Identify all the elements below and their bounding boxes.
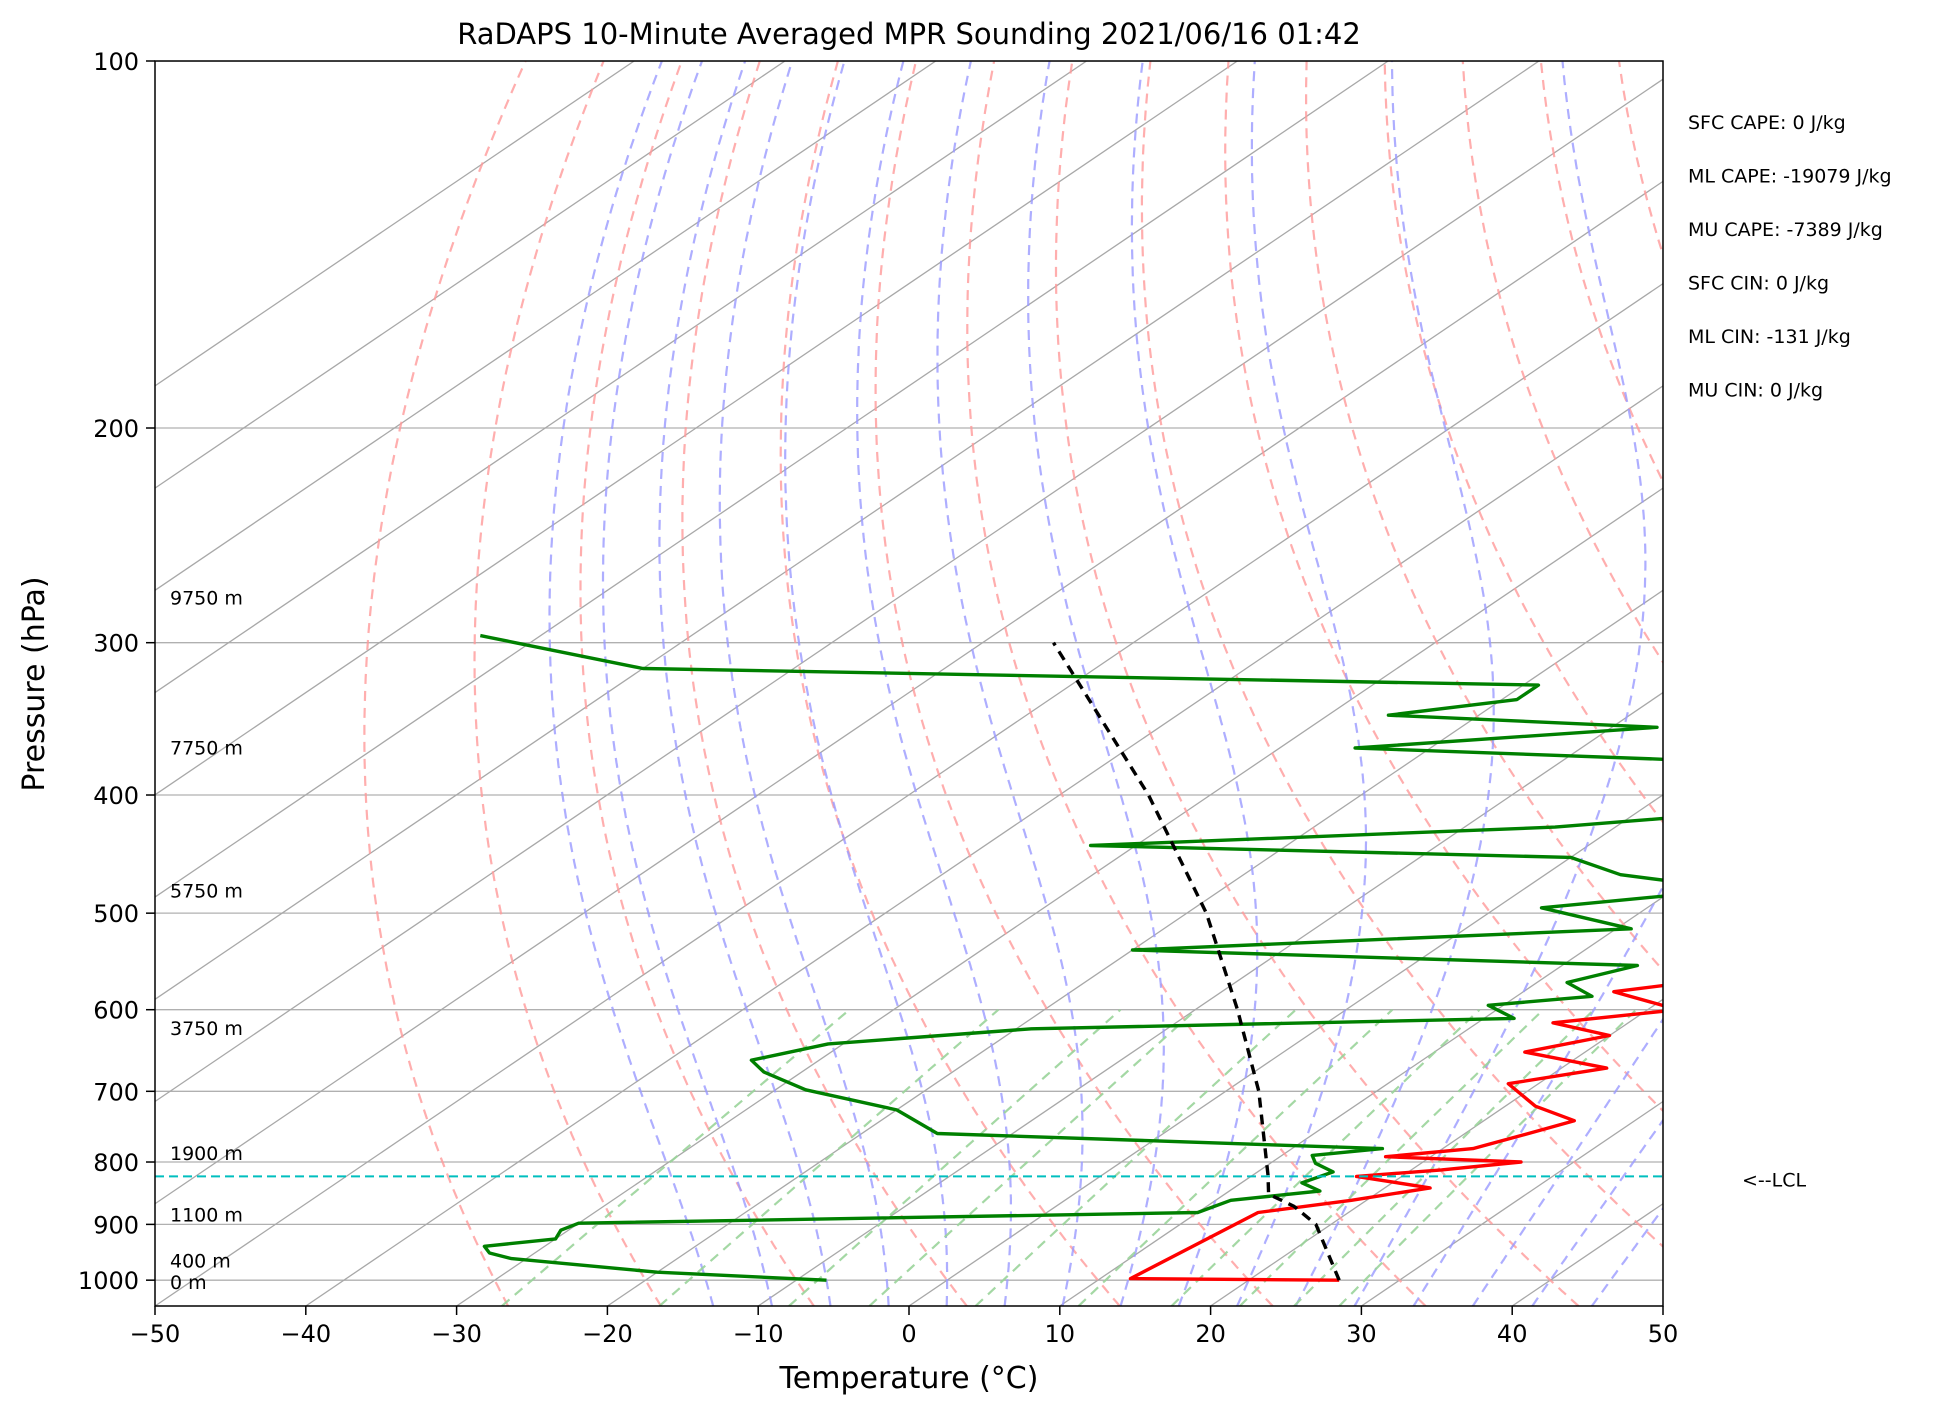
- dry-adiabat-line: [1140, 61, 1663, 1248]
- isotherm-line: [155, 61, 937, 592]
- moist-adiabat-line: [1027, 61, 1165, 1306]
- moist-adiabat-line: [1531, 1118, 1663, 1306]
- mixing-ratio-line: [501, 1008, 851, 1306]
- moist-adiabat-line: [1590, 1206, 1663, 1306]
- stability-indices: SFC CAPE: 0 J/kg ML CAPE: -19079 J/kg MU C…: [1688, 112, 1892, 402]
- temperature-profile: [1128, 983, 1663, 1282]
- mixing-ratio-line: [788, 1008, 1122, 1306]
- y-tick-label: 400: [93, 782, 139, 810]
- moist-adiabat-line: [1130, 61, 1259, 1306]
- dry-adiabat-line: [1054, 61, 1580, 1306]
- x-tick-label: −20: [582, 1320, 633, 1348]
- stability-index-label: ML CAPE: -19079 J/kg: [1688, 166, 1892, 188]
- dry-adiabat-line: [681, 61, 968, 1306]
- height-label: 0 m: [170, 1272, 207, 1294]
- height-label: 1900 m: [170, 1143, 243, 1165]
- x-tick-label: 30: [1346, 1320, 1377, 1348]
- dry-adiabat-line: [1461, 61, 1663, 665]
- moist-adiabat-line: [1353, 61, 1647, 1306]
- y-tick-label: 700: [93, 1078, 139, 1106]
- height-label: 9750 m: [170, 588, 243, 610]
- isotherm-line: [1210, 998, 1663, 1306]
- isotherm-line: [155, 61, 1238, 796]
- x-tick-label: 0: [901, 1320, 916, 1348]
- stability-index-label: SFC CIN: 0 J/kg: [1688, 273, 1829, 295]
- x-tick-label: −50: [130, 1320, 181, 1348]
- isotherm-line: [155, 61, 786, 489]
- dry-adiabat-line: [966, 61, 1427, 1306]
- x-axis-label: Temperature (°C): [779, 1361, 1039, 1396]
- moist-adiabat-line: [856, 61, 1012, 1306]
- moist-adiabat-line: [936, 61, 1084, 1306]
- x-tick-label: 40: [1497, 1320, 1528, 1348]
- stability-index-label: SFC CAPE: 0 J/kg: [1688, 112, 1846, 134]
- dry-adiabat-line: [874, 61, 1274, 1306]
- dry-adiabat-line: [779, 61, 1121, 1306]
- dry-adiabat-line: [1383, 61, 1663, 824]
- y-tick-label: 600: [93, 997, 139, 1025]
- dry-adiabat-line: [473, 61, 662, 1306]
- isotherm-line: [155, 180, 1663, 1205]
- isotherm-line: [155, 78, 1663, 1103]
- y-tick-label: 800: [93, 1149, 139, 1177]
- parcel-profile: [1052, 641, 1341, 1281]
- stability-index-label: MU CIN: 0 J/kg: [1688, 380, 1823, 402]
- x-tick-label: −40: [280, 1320, 331, 1348]
- mixing-ratio-line: [974, 1008, 1297, 1306]
- height-label: 5750 m: [170, 880, 243, 902]
- isotherm-line: [155, 61, 1540, 1001]
- height-label: 3750 m: [170, 1018, 243, 1040]
- isotherm-line: [757, 691, 1663, 1306]
- mixing-ratio-line: [868, 1008, 1197, 1306]
- dry-adiabat-line: [1305, 61, 1663, 972]
- stability-index-label: MU CAPE: -7389 J/kg: [1688, 219, 1883, 241]
- dry-adiabat-line: [1224, 61, 1663, 1113]
- moist-adiabat-line: [548, 61, 715, 1306]
- moist-adiabat-line: [1236, 61, 1368, 1306]
- isotherm-line: [155, 282, 1663, 1306]
- y-axis-label: Pressure (hPa): [17, 576, 52, 791]
- isotherm-line: [1059, 896, 1663, 1306]
- lcl-label: <--LCL: [1742, 1169, 1806, 1191]
- stability-index-label: ML CIN: -131 J/kg: [1688, 326, 1851, 348]
- isotherm-line: [305, 385, 1663, 1306]
- y-tick-label: 200: [93, 415, 139, 443]
- x-tick-label: −30: [431, 1320, 482, 1348]
- annotations: <--LCL 9750 m 7750 m 5750 m 3750 m 1900 m 1100…: [155, 588, 1806, 1294]
- chart-title: RaDAPS 10-Minute Averaged MPR Sounding 2…: [457, 17, 1361, 51]
- isotherm-line: [908, 794, 1663, 1306]
- dewpoint-profile: [479, 633, 1663, 1282]
- mixing-ratio-line: [1293, 1008, 1595, 1306]
- x-tick-label: 50: [1648, 1320, 1679, 1348]
- moist-adiabat-line: [784, 61, 949, 1306]
- isotherm-line: [155, 61, 1087, 694]
- y-tick-label: 300: [93, 630, 139, 658]
- x-tick-label: −10: [733, 1320, 784, 1348]
- y-axis-ticks: 100 200 300 400 500 600 700 800 900 1000: [78, 48, 155, 1295]
- mixing-ratio-line: [658, 1008, 1000, 1306]
- y-tick-label: 900: [93, 1211, 139, 1239]
- mixing-ratio-line: [1239, 1008, 1545, 1306]
- height-label: 400 m: [170, 1251, 231, 1273]
- data-series: [479, 633, 1663, 1282]
- isotherm-line: [155, 61, 635, 387]
- height-label: 1100 m: [170, 1205, 243, 1227]
- isotherm-line: [155, 61, 1389, 898]
- dry-adiabat-line: [363, 61, 527, 1306]
- x-tick-label: 20: [1195, 1320, 1226, 1348]
- mixing-ratio-line: [1077, 1008, 1394, 1306]
- y-tick-label: 100: [93, 48, 139, 76]
- y-tick-label: 500: [93, 900, 139, 928]
- moist-adiabat-line: [1471, 1017, 1663, 1306]
- x-tick-label: 10: [1045, 1320, 1076, 1348]
- x-axis-ticks: −50 −40 −30 −20 −10 0 10 20 30 40 50: [130, 1306, 1679, 1348]
- height-label: 7750 m: [170, 738, 243, 760]
- y-tick-label: 1000: [78, 1267, 139, 1295]
- mixing-ratio-line: [1170, 1008, 1481, 1306]
